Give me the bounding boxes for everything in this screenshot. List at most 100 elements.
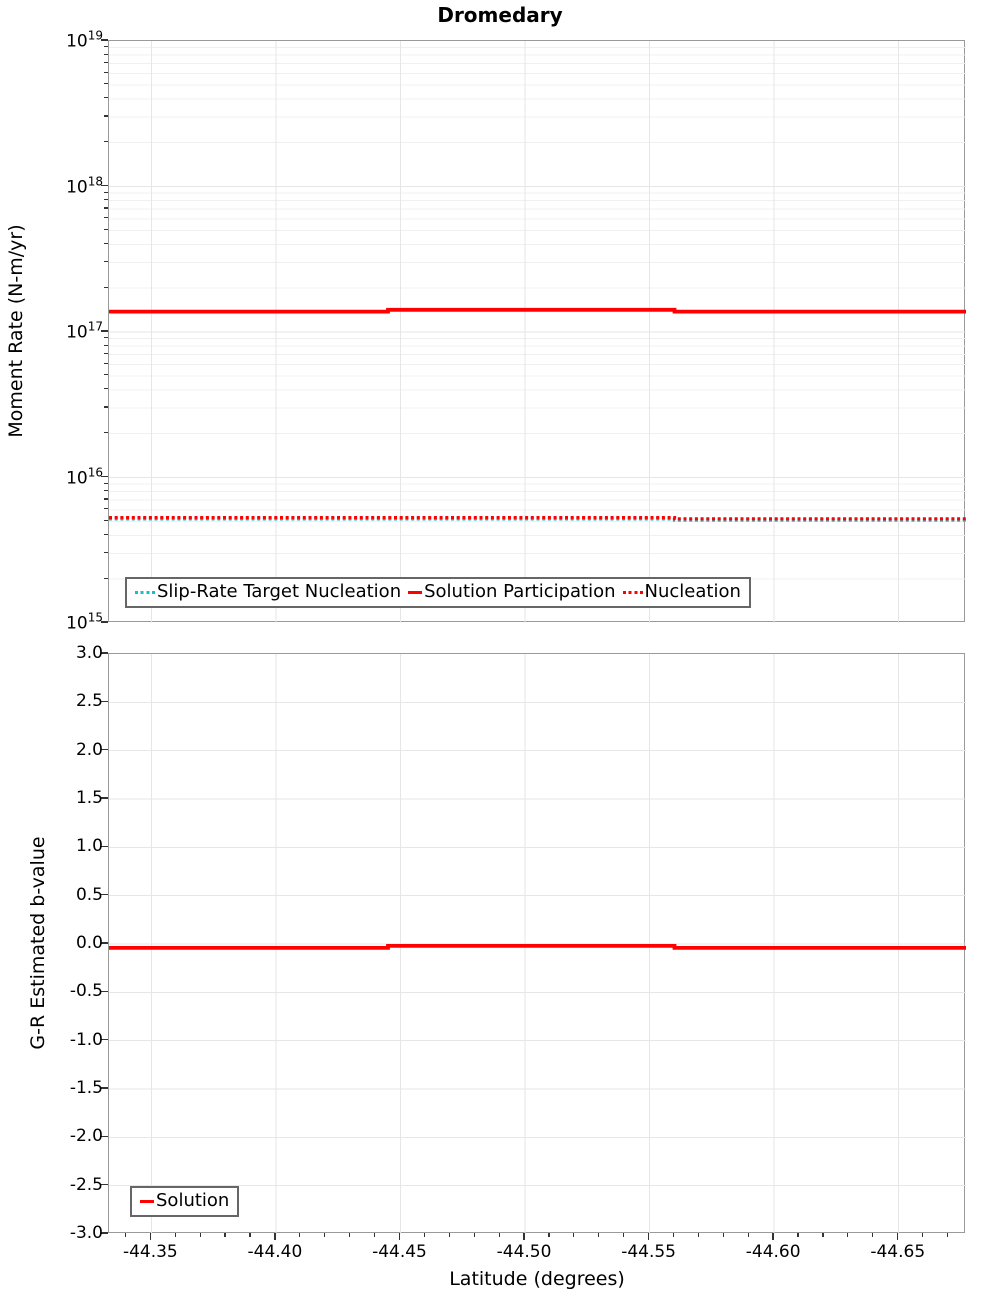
x-tick-label: -44.50 <box>496 1242 552 1262</box>
tick-mark <box>101 652 108 654</box>
tick-mark <box>946 1233 949 1237</box>
tick-mark <box>498 1233 500 1237</box>
tick-mark <box>104 406 108 408</box>
bottom-y-tick-label: 2.0 <box>75 739 103 760</box>
legend-item-nucleation: Nucleation <box>622 581 741 603</box>
bottom-y-tick-label: -0.5 <box>69 981 103 1002</box>
bottom-y-tick-label: 3.0 <box>75 643 103 663</box>
tick-mark <box>722 1233 724 1237</box>
tick-mark <box>104 46 108 48</box>
x-tick-label: -44.65 <box>870 1242 926 1262</box>
solution-line <box>109 943 966 950</box>
tick-mark <box>104 508 108 510</box>
tick-mark <box>448 1233 450 1237</box>
tick-mark <box>373 1233 376 1237</box>
top-y-tick-label: 1017 <box>66 319 103 343</box>
tick-mark <box>324 1233 326 1237</box>
moment-rate-plot-canvas <box>109 41 966 623</box>
legend-item-solution: Solution <box>140 1190 230 1212</box>
tick-mark <box>104 337 108 339</box>
bottom-y-tick-label: -1.5 <box>69 1078 103 1098</box>
tick-mark <box>697 1233 700 1237</box>
top-y-tick-label: 1018 <box>66 174 103 197</box>
bottom-y-tick-label: 0.0 <box>75 933 103 953</box>
tick-mark <box>199 1233 201 1237</box>
tick-mark <box>101 184 108 187</box>
tick-mark <box>101 330 108 332</box>
b-value-legend: Solution <box>130 1186 240 1217</box>
tick-mark <box>104 498 108 500</box>
tick-mark <box>104 260 108 263</box>
tick-mark <box>101 39 108 41</box>
slip-rate-target-nucleation-line-swatch <box>135 590 155 595</box>
tick-mark <box>473 1233 475 1237</box>
bottom-y-tick-label: 1.0 <box>75 836 103 857</box>
x-tick-label: -44.45 <box>372 1242 427 1262</box>
tick-mark <box>548 1233 550 1237</box>
tick-mark <box>598 1233 600 1237</box>
tick-mark <box>872 1233 874 1237</box>
top-y-tick-label: 1019 <box>66 28 103 52</box>
tick-mark <box>104 286 108 288</box>
legend-label: Slip-Rate Target Nucleation <box>157 581 402 602</box>
tick-mark <box>124 1233 127 1237</box>
tick-mark <box>672 1233 675 1237</box>
tick-mark <box>101 621 108 623</box>
bottom-y-tick-label: 0.5 <box>75 884 103 905</box>
tick-mark <box>101 700 108 703</box>
tick-mark <box>398 1233 401 1240</box>
tick-mark <box>101 893 108 896</box>
tick-mark <box>104 115 108 117</box>
tick-mark <box>847 1233 849 1237</box>
tick-mark <box>104 551 108 554</box>
tick-mark <box>104 61 108 64</box>
tick-mark <box>104 228 108 230</box>
tick-mark <box>896 1233 899 1240</box>
top-y-tick-label: 1016 <box>66 465 103 488</box>
tick-mark <box>249 1233 251 1237</box>
tick-mark <box>104 362 108 364</box>
tick-mark <box>623 1233 625 1237</box>
tick-mark <box>423 1233 425 1237</box>
legend-label: Solution <box>156 1190 230 1211</box>
tick-mark <box>747 1233 749 1237</box>
tick-mark <box>104 533 108 535</box>
tick-mark <box>101 990 108 993</box>
tick-mark <box>822 1233 824 1237</box>
tick-mark <box>104 83 108 85</box>
legend-item-solution-participation: Solution Participation <box>408 581 616 603</box>
bottom-y-tick-label: -3.0 <box>69 1223 103 1243</box>
tick-mark <box>101 1087 108 1089</box>
legend-label: Nucleation <box>644 581 741 602</box>
tick-mark <box>101 475 108 478</box>
top-y-tick-label: 1015 <box>66 610 103 634</box>
nucleation-line-swatch <box>622 590 643 595</box>
moment-rate-legend: Slip-Rate Target Nucleation Solution Par… <box>125 577 751 608</box>
x-axis-label: Latitude (degrees) <box>449 1268 625 1290</box>
tick-mark <box>104 490 108 492</box>
tick-mark <box>104 141 108 143</box>
bottom-y-tick-label: -1.0 <box>69 1029 103 1050</box>
solution-participation-line <box>109 307 966 314</box>
bottom-y-tick-label: -2.5 <box>69 1174 103 1195</box>
tick-mark <box>647 1233 650 1240</box>
tick-mark <box>101 942 108 944</box>
tick-mark <box>101 1183 108 1186</box>
tick-mark <box>101 1135 108 1138</box>
tick-mark <box>149 1233 152 1240</box>
bottom-y-tick-label: 1.5 <box>75 788 103 808</box>
tick-mark <box>104 199 108 201</box>
tick-mark <box>104 217 108 219</box>
tick-mark <box>224 1233 226 1237</box>
tick-mark <box>573 1233 575 1237</box>
nucleation-line <box>109 516 966 521</box>
tick-mark <box>523 1233 525 1240</box>
tick-mark <box>104 374 108 376</box>
tick-mark <box>797 1233 799 1237</box>
tick-mark <box>104 71 108 73</box>
tick-mark <box>772 1233 774 1240</box>
tick-mark <box>104 388 108 390</box>
x-tick-label: -44.35 <box>122 1242 178 1262</box>
tick-mark <box>104 352 108 355</box>
bottom-y-tick-label: 2.5 <box>75 691 103 712</box>
